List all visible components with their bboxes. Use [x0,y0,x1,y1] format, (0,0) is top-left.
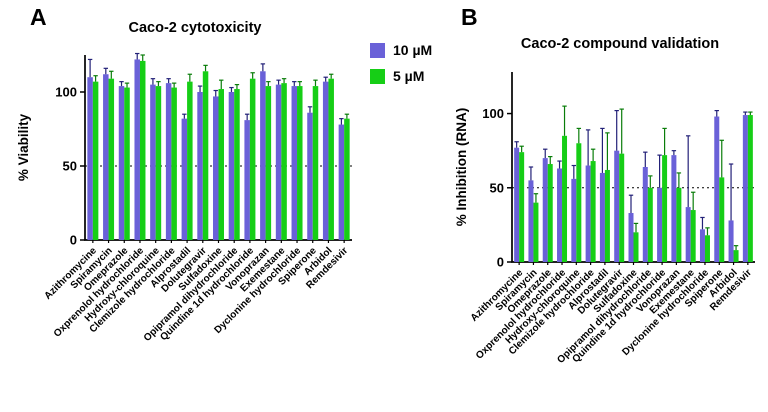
bar [134,59,140,240]
bar [614,150,620,262]
y-tick-label: 50 [63,159,77,174]
bar [322,81,329,240]
bar [590,161,596,262]
bar [628,213,634,262]
bar [576,143,582,262]
y-tick-label: 50 [490,180,504,195]
legend-item-5um: 5 µM [370,68,432,84]
bar [514,147,520,262]
bar [562,135,568,262]
y-tick-label: 100 [482,106,504,121]
bar [275,84,282,240]
bar [728,220,734,262]
bar [742,115,748,262]
bar [714,116,720,262]
bar [202,71,209,240]
bar [150,84,156,240]
bar [690,210,696,262]
legend-swatch-10um [370,42,385,58]
bar [642,167,648,262]
bar [671,155,677,262]
bar [344,118,350,240]
y-tick-label: 0 [70,233,77,248]
bar [234,89,240,240]
bar [733,250,739,262]
bar [218,89,224,240]
panel-a-label: A [30,4,47,30]
bar [187,81,193,240]
panel-b-label: B [461,4,478,30]
bar [124,87,130,240]
bar [699,229,705,262]
bar [719,177,725,262]
bar [647,187,653,262]
bar [599,172,605,262]
bar [249,78,256,241]
bar [108,78,115,241]
bar [633,232,639,262]
bar [155,86,162,240]
bar [197,92,203,240]
bar [585,165,591,262]
bar [312,86,319,240]
y-tick-label: 0 [497,255,504,270]
bar [118,86,125,240]
legend-label-5um: 5 µM [393,68,425,84]
legend: 10 µM 5 µM [370,42,432,84]
bar [533,202,539,262]
bar [213,96,219,240]
bar [291,86,298,240]
bar [139,60,146,240]
bar [165,83,172,241]
bar [338,124,345,240]
y-axis-label: % Inhibition (RNA) [454,108,469,226]
bar [657,187,663,262]
bar [557,168,563,262]
bar [328,78,334,241]
bar [528,180,534,262]
bar [307,112,313,240]
y-tick-label: 100 [55,85,77,100]
bar [547,164,553,262]
panel-a-title: Caco-2 cytotoxicity [128,20,262,36]
bar [747,115,753,262]
bar [676,187,682,262]
bar [228,92,235,240]
legend-label-10um: 10 µM [393,42,433,58]
bar [181,118,188,240]
bar [103,74,109,241]
bar [281,83,287,241]
bar [171,87,177,240]
bar [571,178,577,262]
bar [87,77,93,240]
bar [685,207,691,262]
bar [662,155,668,262]
bar [704,235,710,262]
bar [92,81,99,240]
bar [260,71,266,240]
legend-item-10um: 10 µM [370,42,432,58]
bar [297,86,303,240]
legend-swatch-5um [370,68,385,84]
bar [519,152,525,262]
bar [604,169,610,262]
y-axis-label: % Viability [16,113,31,181]
bar [244,120,250,240]
panel-b-title: Caco-2 compound validation [520,36,720,52]
bar [542,158,548,262]
bar [619,153,625,262]
bar [265,86,272,240]
